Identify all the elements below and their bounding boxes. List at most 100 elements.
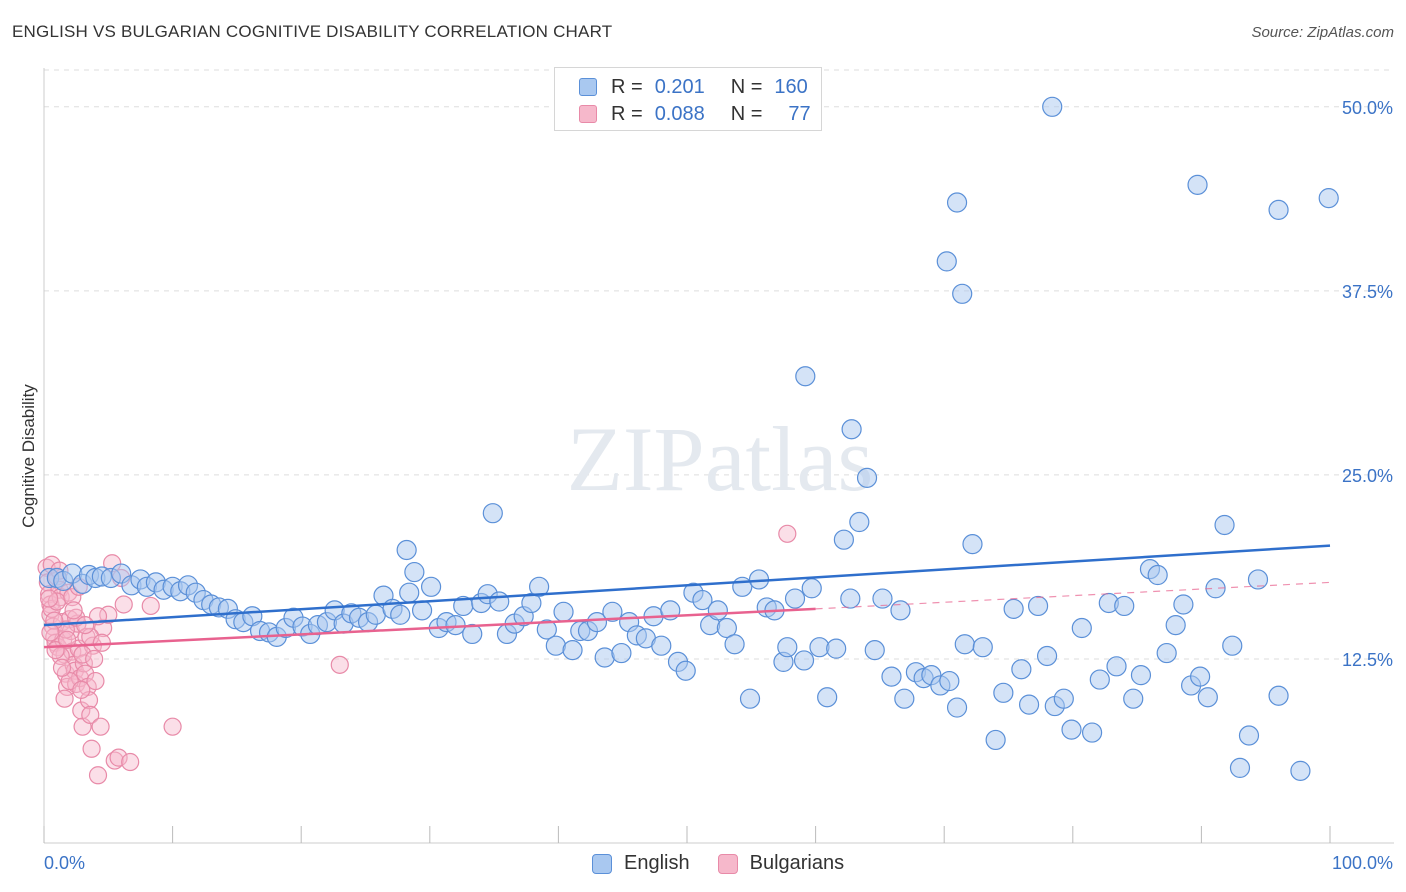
english-point bbox=[1156, 642, 1177, 664]
english-point bbox=[962, 534, 983, 555]
english-point bbox=[833, 529, 854, 550]
english-point bbox=[1147, 564, 1168, 586]
english-point bbox=[856, 467, 878, 488]
english-n-label: N = bbox=[730, 75, 763, 98]
english-point bbox=[489, 591, 510, 612]
english-point bbox=[1222, 635, 1243, 656]
y-tick-label: 12.5% bbox=[1342, 650, 1393, 670]
english-legend-swatch bbox=[592, 853, 612, 874]
english-point bbox=[1114, 595, 1135, 617]
english-point bbox=[692, 589, 713, 611]
english-point bbox=[462, 623, 483, 645]
english-point bbox=[545, 635, 566, 656]
y-tick-label: 37.5% bbox=[1342, 282, 1393, 302]
tick-labels: 12.5% 25.0% 37.5% 50.0% 0.0% 100.0% bbox=[44, 98, 1393, 873]
english-point bbox=[1003, 598, 1024, 619]
bulgarian-n-label: N = bbox=[730, 102, 763, 125]
english-point bbox=[1106, 656, 1127, 677]
english-point bbox=[707, 600, 728, 621]
english-point bbox=[529, 576, 550, 597]
english-point bbox=[1173, 594, 1194, 615]
english-r-label: R = bbox=[611, 75, 643, 98]
english-point bbox=[1238, 725, 1260, 746]
english-point bbox=[946, 697, 968, 718]
english-point bbox=[1197, 687, 1218, 708]
bulgarian-point bbox=[40, 589, 59, 608]
bulgarian-trend-extension bbox=[815, 581, 1331, 610]
watermark: ZIPatlas bbox=[567, 408, 874, 510]
bulgarian-point bbox=[76, 615, 95, 635]
english-point bbox=[1247, 569, 1269, 590]
english-point bbox=[840, 588, 861, 609]
english-point bbox=[1190, 666, 1211, 687]
legend-item-english[interactable]: English bbox=[592, 852, 690, 875]
english-point bbox=[1187, 174, 1208, 195]
axes bbox=[43, 68, 1394, 844]
english-point bbox=[445, 614, 466, 636]
english-point bbox=[784, 588, 806, 609]
english-point bbox=[521, 592, 542, 614]
bulgarian-point bbox=[72, 680, 91, 699]
bulgarian-point bbox=[81, 705, 100, 725]
bulgarian-point bbox=[109, 748, 128, 767]
bulgarian-point bbox=[63, 588, 82, 607]
english-point bbox=[396, 539, 417, 561]
chart-title: ENGLISH VS BULGARIAN COGNITIVE DISABILIT… bbox=[12, 22, 613, 41]
english-point bbox=[985, 729, 1006, 751]
english-point bbox=[1011, 659, 1032, 680]
bulgarian-trend-line bbox=[43, 607, 816, 649]
english-point bbox=[993, 682, 1014, 703]
source-label: Source: ZipAtlas.com bbox=[1251, 24, 1394, 41]
bulgarian-r-label: R = bbox=[611, 102, 643, 125]
english-point bbox=[952, 283, 973, 304]
english-point bbox=[611, 642, 632, 664]
english-point bbox=[894, 688, 915, 709]
english-point bbox=[1123, 688, 1144, 709]
correlation-legend: R = 0.201 N = 160 R = 0.088 N = 77 bbox=[554, 67, 822, 131]
grid-lines bbox=[44, 69, 1394, 660]
legend-item-bulgarians[interactable]: Bulgarians bbox=[717, 852, 845, 875]
bulgarian-point bbox=[91, 717, 110, 736]
bulgarian-r-value: 0.088 bbox=[654, 102, 705, 125]
english-point bbox=[1130, 665, 1152, 686]
bulgarian-point bbox=[86, 671, 105, 691]
english-point bbox=[1165, 614, 1186, 636]
bulgarian-point bbox=[141, 596, 160, 616]
bulgarian-point bbox=[41, 623, 60, 642]
english-point bbox=[1318, 187, 1339, 209]
bulgarian-point bbox=[85, 649, 104, 669]
english-point bbox=[826, 638, 847, 659]
trend-lines bbox=[43, 544, 1331, 649]
bulgarian-point bbox=[82, 739, 101, 758]
english-point bbox=[1229, 757, 1251, 779]
bulgarian-point bbox=[58, 630, 77, 649]
english-point bbox=[1027, 595, 1049, 617]
english-point bbox=[553, 601, 574, 622]
english-point bbox=[420, 576, 442, 597]
bulgarian-point bbox=[163, 717, 182, 736]
english-r-value: 0.201 bbox=[654, 75, 705, 98]
english-point bbox=[849, 511, 870, 533]
english-n-value: 160 bbox=[774, 75, 808, 98]
y-tick-label: 50.0% bbox=[1342, 98, 1393, 118]
english-point bbox=[724, 634, 745, 655]
legend-row-english: R = 0.201 N = 160 bbox=[579, 74, 808, 100]
english-point bbox=[841, 419, 862, 440]
english-point bbox=[404, 561, 425, 583]
legend-row-bulgarian: R = 0.088 N = 77 bbox=[579, 101, 811, 127]
bulgarian-swatch bbox=[579, 105, 597, 123]
english-point bbox=[890, 600, 911, 621]
bulgarians-legend-label: Bulgarians bbox=[749, 852, 845, 874]
x-tick-label-min: 0.0% bbox=[44, 853, 85, 873]
english-point bbox=[864, 640, 885, 661]
english-point bbox=[411, 600, 433, 621]
bulgarian-point bbox=[121, 752, 140, 772]
bulgarian-point bbox=[55, 689, 74, 708]
english-point bbox=[809, 637, 830, 658]
english-point bbox=[602, 601, 623, 622]
english-point bbox=[793, 650, 815, 671]
english-point bbox=[675, 660, 696, 681]
english-point bbox=[1018, 694, 1040, 715]
english-point bbox=[1214, 514, 1235, 536]
